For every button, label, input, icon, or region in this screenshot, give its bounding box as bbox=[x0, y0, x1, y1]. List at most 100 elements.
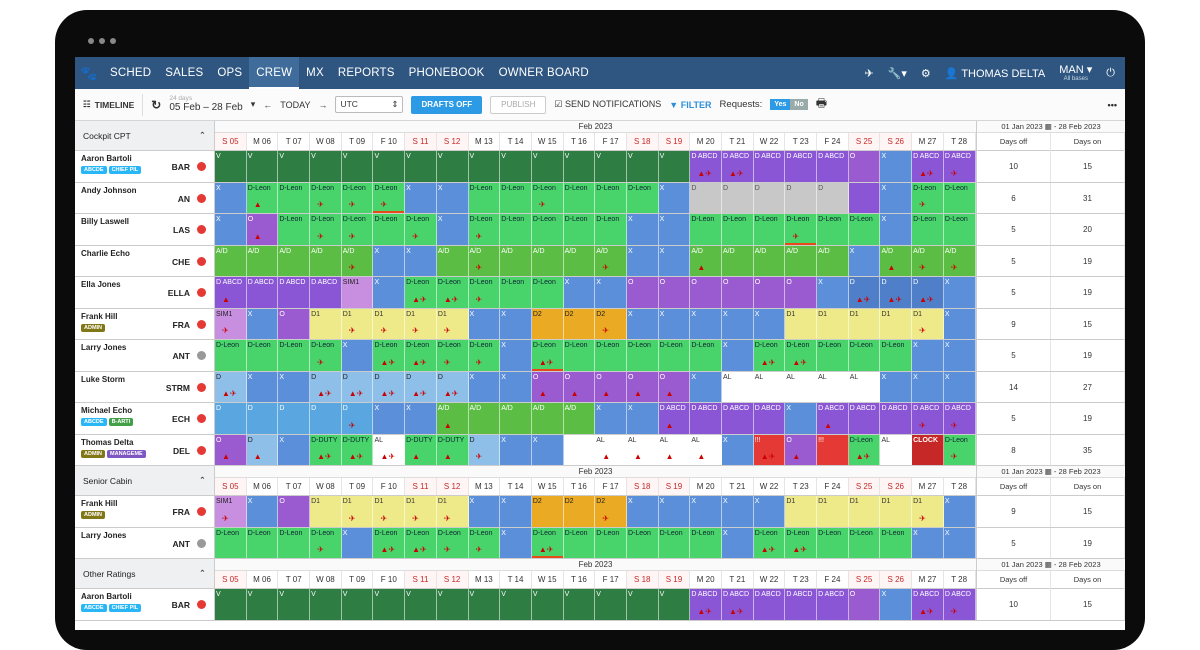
duty-cell[interactable]: D-Leon bbox=[278, 214, 311, 245]
duty-cell[interactable]: D-Leon ✈ bbox=[531, 182, 564, 213]
duty-cell[interactable]: O bbox=[722, 277, 754, 308]
duty-cell[interactable]: A/D ▲ bbox=[690, 245, 722, 276]
duty-cell[interactable]: X bbox=[690, 371, 722, 402]
duty-cell[interactable]: X bbox=[436, 214, 469, 245]
duty-cell[interactable]: D1 ✈ bbox=[436, 308, 469, 339]
duty-cell[interactable]: D ABCD bbox=[880, 403, 913, 434]
duty-cell[interactable]: D1 bbox=[817, 496, 849, 527]
duty-cell[interactable]: D1 ✈ bbox=[436, 496, 469, 527]
duty-cell[interactable]: D ABCD bbox=[246, 277, 279, 308]
duty-cell[interactable]: D-Leon ✈ bbox=[468, 527, 501, 558]
duty-cell[interactable]: D-Leon ✈ bbox=[436, 527, 469, 558]
duty-cell[interactable]: D1 bbox=[817, 308, 849, 339]
duty-cell[interactable]: X bbox=[373, 245, 406, 276]
duty-cell[interactable]: D ABCD bbox=[753, 403, 786, 434]
crew-member[interactable]: Michael Echo ABCDE B-ARTI ECH bbox=[75, 403, 215, 434]
duty-cell[interactable]: V bbox=[246, 589, 279, 620]
duty-cell[interactable]: D1 ✈ bbox=[912, 308, 944, 339]
duty-cell[interactable] bbox=[848, 182, 881, 213]
duty-cell[interactable]: X bbox=[500, 340, 532, 371]
duty-cell[interactable]: AL ▲ bbox=[658, 434, 691, 465]
duty-cell[interactable]: V bbox=[626, 589, 659, 620]
duty-cell[interactable]: A/D ▲ bbox=[880, 245, 913, 276]
duty-cell[interactable]: D-Leon ▲✈ bbox=[373, 527, 406, 558]
duty-cell[interactable]: V bbox=[310, 589, 342, 620]
duty-cell[interactable]: A/D bbox=[563, 245, 596, 276]
duty-cell[interactable]: D-Leon ✈ bbox=[405, 214, 437, 245]
duty-cell[interactable]: X bbox=[722, 308, 754, 339]
duty-cell[interactable]: A/D bbox=[785, 245, 818, 276]
duty-cell[interactable]: D-Leon bbox=[246, 527, 279, 558]
duty-cell[interactable]: D ABCD bbox=[848, 403, 881, 434]
duty-cell[interactable]: O bbox=[848, 589, 881, 620]
duty-cell[interactable]: X bbox=[500, 371, 532, 402]
duty-cell[interactable]: SIM1 ✈ bbox=[215, 496, 247, 527]
duty-cell[interactable]: D1 bbox=[310, 496, 342, 527]
duty-cell[interactable]: O bbox=[658, 277, 691, 308]
duty-cell[interactable]: D-Leon ✈ bbox=[912, 182, 944, 213]
duty-cell[interactable]: D1 bbox=[785, 308, 818, 339]
duty-cell[interactable]: D-Leon bbox=[373, 214, 406, 245]
section-title[interactable]: Senior Cabin ⌃ bbox=[75, 466, 215, 495]
more-icon[interactable]: ••• bbox=[1107, 99, 1117, 110]
duty-cell[interactable]: D-Leon bbox=[690, 214, 722, 245]
next-arrow-icon[interactable]: → bbox=[318, 99, 328, 110]
duty-cell[interactable]: D-Leon ✈ bbox=[341, 214, 374, 245]
duty-cell[interactable]: X bbox=[943, 371, 976, 402]
duty-cell[interactable]: A/D bbox=[753, 245, 786, 276]
duty-cell[interactable]: D-Leon ▲✈ bbox=[785, 527, 818, 558]
wrench-icon[interactable]: 🔧▾ bbox=[887, 67, 907, 80]
duty-cell[interactable]: V bbox=[278, 151, 311, 182]
duty-cell[interactable]: SIM1 ✈ bbox=[215, 308, 247, 339]
duty-cell[interactable]: X bbox=[405, 182, 437, 213]
duty-cell[interactable]: AL bbox=[848, 371, 881, 402]
duty-cell[interactable]: D-Leon ▲✈ bbox=[531, 340, 564, 371]
duty-cell[interactable]: D-Leon bbox=[500, 182, 532, 213]
print-icon[interactable]: 🖶 bbox=[815, 96, 828, 110]
duty-cell[interactable]: X bbox=[468, 496, 501, 527]
duty-cell[interactable]: D1 ✈ bbox=[912, 496, 944, 527]
duty-cell[interactable]: X bbox=[563, 277, 596, 308]
duty-cell[interactable]: D-Leon bbox=[690, 340, 722, 371]
duty-cell[interactable]: AL bbox=[817, 371, 849, 402]
duty-cell[interactable]: O bbox=[848, 151, 881, 182]
duty-cell[interactable]: D ABCD ▲✈ bbox=[912, 589, 944, 620]
duty-cell[interactable]: O ▲ bbox=[563, 371, 596, 402]
duty-cell[interactable]: D ABCD bbox=[310, 277, 342, 308]
duty-cell[interactable]: X bbox=[785, 403, 818, 434]
duty-cell[interactable]: D2 bbox=[531, 308, 564, 339]
duty-cell[interactable]: D ▲✈ bbox=[436, 371, 469, 402]
duty-cell[interactable]: D-Leon bbox=[880, 340, 913, 371]
refresh-icon[interactable]: ↻ bbox=[151, 97, 162, 112]
duty-cell[interactable]: D-Leon bbox=[500, 214, 532, 245]
duty-cell[interactable]: V bbox=[246, 151, 279, 182]
duty-cell[interactable]: D-Leon bbox=[215, 340, 247, 371]
duty-cell[interactable]: A/D bbox=[722, 245, 754, 276]
duty-cell[interactable]: D ▲✈ bbox=[912, 277, 944, 308]
duty-cell[interactable]: A/D ✈ bbox=[468, 245, 501, 276]
duty-cell[interactable]: X bbox=[848, 245, 881, 276]
duty-cell[interactable]: X bbox=[468, 308, 501, 339]
crew-member[interactable]: Frank Hill ADMIN FRA bbox=[75, 496, 215, 527]
nav-item-crew[interactable]: CREW bbox=[249, 57, 300, 89]
duty-cell[interactable]: X bbox=[943, 308, 976, 339]
duty-cell[interactable]: D ▲✈ bbox=[215, 371, 247, 402]
duty-cell[interactable]: D-Leon bbox=[943, 214, 976, 245]
duty-cell[interactable]: A/D bbox=[500, 403, 532, 434]
duty-cell[interactable]: D bbox=[817, 182, 849, 213]
duty-cell[interactable]: D ABCD bbox=[278, 277, 311, 308]
chevron-up-icon[interactable]: ⌃ bbox=[198, 475, 206, 485]
duty-cell[interactable]: D-Leon bbox=[278, 527, 311, 558]
duty-cell[interactable]: V bbox=[500, 589, 532, 620]
duty-cell[interactable]: A/D bbox=[310, 245, 342, 276]
duty-cell[interactable]: D-Leon bbox=[278, 340, 311, 371]
duty-cell[interactable]: X bbox=[722, 434, 754, 465]
duty-cell[interactable]: O ▲ bbox=[785, 434, 818, 465]
duty-cell[interactable]: D-Leon bbox=[531, 277, 564, 308]
duty-cell[interactable]: X bbox=[880, 214, 913, 245]
duty-cell[interactable]: D ABCD ▲✈ bbox=[722, 151, 754, 182]
duty-cell[interactable]: A/D ✈ bbox=[341, 245, 374, 276]
duty-cell[interactable]: X bbox=[658, 214, 691, 245]
duty-cell[interactable]: D1 bbox=[848, 496, 881, 527]
duty-cell[interactable]: X bbox=[215, 182, 247, 213]
